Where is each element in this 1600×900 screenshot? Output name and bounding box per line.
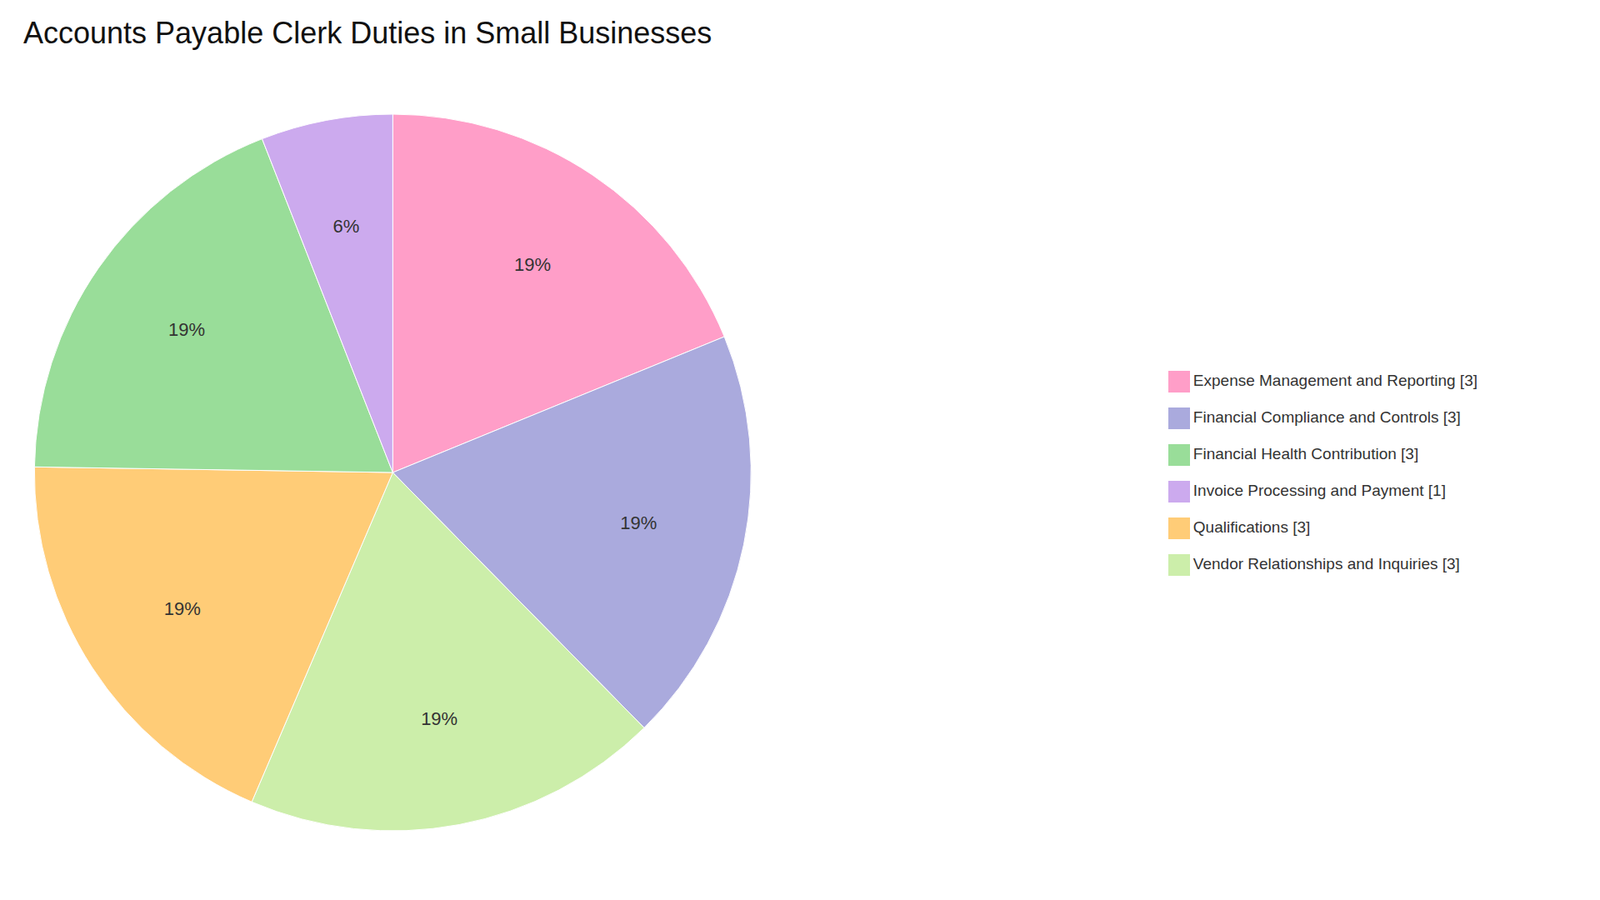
html-text:Invoice Processing and Payment: Invoice Processing and Payment [1] <box>1193 481 1446 500</box>
html-text:Accounts Payable Clerk Duties: Accounts Payable Clerk Duties in Small B… <box>23 15 712 50</box>
svg-text:19%: 19% <box>168 319 205 340</box>
html-text:Financial Health Contribution: Financial Health Contribution [3] <box>1193 445 1419 463</box>
svg-text:6%: 6% <box>333 215 360 237</box>
svg-text:19%: 19% <box>620 512 657 534</box>
svg-text:19%: 19% <box>164 598 201 620</box>
svg-text:19%: 19% <box>420 708 458 730</box>
html-text:Qualifications [3]: Qualifications [3] <box>1193 518 1311 536</box>
html-text:Financial Compliance and Contr: Financial Compliance and Controls [3] <box>1193 408 1461 426</box>
svg-text:19%: 19% <box>514 254 551 275</box>
html-text:Vendor Relationships and Inqui: Vendor Relationships and Inquiries [3] <box>1193 555 1460 573</box>
html-text:Expense Management and Reporti: Expense Management and Reporting [3] <box>1193 371 1478 390</box>
